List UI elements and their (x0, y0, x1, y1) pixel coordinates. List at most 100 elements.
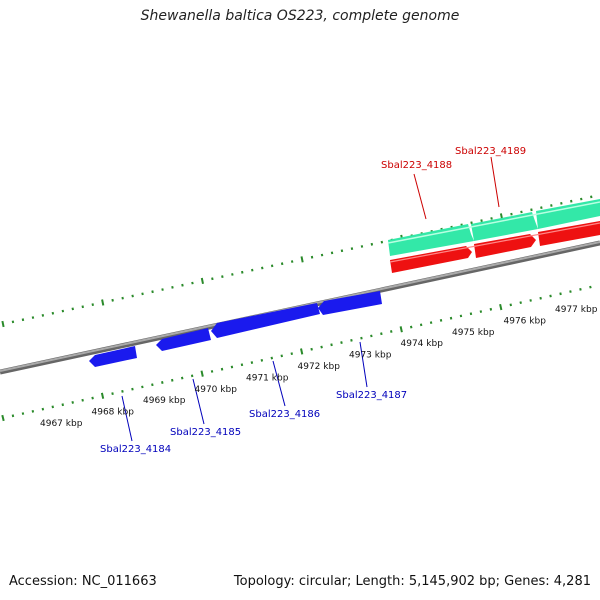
minor-tick (41, 313, 45, 317)
minor-tick (71, 307, 74, 311)
minor-tick (449, 316, 453, 320)
minor-tick (230, 365, 234, 369)
minor-tick (569, 290, 572, 293)
cds-feature-sbal223-4189[interactable] (474, 234, 536, 258)
minor-tick (360, 245, 364, 248)
major-tick (499, 303, 503, 311)
cds-feature-sbal223-4185[interactable] (156, 328, 211, 351)
minor-tick (409, 325, 413, 329)
minor-tick (141, 292, 144, 296)
gene-label-sbal223-4187[interactable]: Sbal223_4187 (336, 390, 407, 401)
minor-tick (181, 283, 184, 287)
minor-tick (111, 298, 114, 302)
kbp-label: 4974 kbp (401, 339, 444, 349)
minor-tick (260, 358, 264, 362)
minor-tick (161, 381, 164, 384)
gene-labels: Sbal223_4188 Sbal223_4189 Sbal223_4184 S… (100, 146, 526, 455)
minor-tick (11, 320, 15, 324)
minor-tick (510, 212, 513, 216)
minor-tick (360, 336, 363, 340)
minor-tick (320, 345, 323, 349)
cds-feature-sbal223-4186[interactable] (211, 303, 320, 338)
minor-tick (550, 204, 553, 207)
minor-tick (21, 318, 25, 322)
minor-tick (330, 343, 333, 347)
minor-tick (530, 208, 533, 212)
map-title: Shewanella baltica OS223, complete genom… (140, 8, 460, 24)
gene-feature-next-gene[interactable] (536, 199, 600, 229)
kbp-label: 4976 kbp (504, 316, 547, 326)
minor-tick (41, 407, 45, 411)
cds-feature-sbal223-4187[interactable] (318, 291, 382, 315)
minor-tick (270, 356, 274, 360)
minor-tick (151, 290, 154, 294)
minor-tick (539, 296, 542, 300)
minor-tick (261, 266, 264, 270)
minor-tick (489, 307, 493, 311)
minor-tick (51, 311, 55, 315)
minor-tick (459, 314, 463, 318)
kbp-label: 4973 kbp (349, 351, 392, 361)
minor-tick (419, 323, 423, 327)
leader-line-sbal223-4189 (490, 156, 500, 208)
minor-tick (190, 374, 194, 378)
kbp-label: 4970 kbp (195, 385, 238, 395)
minor-tick (61, 309, 65, 313)
minor-tick (180, 376, 184, 380)
major-tick (300, 256, 304, 263)
minor-tick (241, 270, 244, 274)
minor-tick (91, 396, 94, 400)
minor-tick (590, 195, 593, 199)
minor-tick (549, 294, 552, 298)
major-tick (101, 299, 105, 306)
minor-tick (171, 378, 174, 382)
major-tick (300, 348, 304, 355)
minor-tick (370, 242, 374, 246)
forward-gene-track (387, 199, 600, 256)
gene-label-sbal223-4185[interactable]: Sbal223_4185 (170, 427, 241, 438)
major-tick (200, 370, 204, 377)
major-tick (200, 277, 204, 285)
kbp-scale-labels: 4967 kbp 4968 kbp 4969 kbp 4970 kbp 4971 kbp… (40, 305, 598, 429)
minor-tick (121, 296, 124, 300)
minor-tick (21, 412, 25, 415)
minor-tick (270, 264, 274, 268)
minor-tick (141, 385, 144, 389)
gene-track-highlight (387, 201, 600, 244)
minor-tick (480, 219, 483, 223)
gene-label-sbal223-4188[interactable]: Sbal223_4188 (381, 160, 452, 171)
minor-tick (290, 260, 294, 263)
leader-line-sbal223-4185 (192, 378, 205, 425)
minor-tick (470, 221, 473, 225)
kbp-label: 4972 kbp (298, 362, 341, 372)
cds-feature-sbal223-4184[interactable] (89, 346, 137, 367)
minor-tick (529, 299, 532, 302)
minor-tick (251, 268, 254, 272)
kbp-label: 4971 kbp (246, 373, 289, 383)
gene-feature-sbal223-4188-gene[interactable] (388, 224, 474, 256)
minor-tick (240, 363, 244, 367)
cds-feature-sbal223-4188[interactable] (390, 246, 472, 273)
minor-tick (81, 305, 84, 309)
minor-tick (519, 301, 522, 305)
leader-line-sbal223-4187 (359, 341, 368, 388)
cds-feature-next[interactable] (538, 221, 600, 246)
minor-tick (121, 389, 124, 393)
minor-tick (469, 312, 473, 316)
gene-feature-sbal223-4189-gene[interactable] (471, 212, 538, 241)
minor-tick (61, 403, 64, 407)
kbp-label: 4968 kbp (92, 408, 135, 418)
minor-tick (579, 287, 582, 291)
gene-label-sbal223-4189[interactable]: Sbal223_4189 (455, 146, 526, 157)
minor-tick (320, 253, 324, 257)
gene-label-sbal223-4184[interactable]: Sbal223_4184 (100, 444, 171, 455)
minor-tick (479, 310, 483, 313)
minor-tick (11, 414, 15, 418)
forward-cds-track (389, 221, 600, 273)
gene-label-sbal223-4186[interactable]: Sbal223_4186 (249, 409, 320, 420)
minor-tick (280, 262, 284, 266)
minor-tick (31, 316, 35, 319)
major-tick (100, 392, 105, 399)
minor-tick (540, 206, 543, 210)
